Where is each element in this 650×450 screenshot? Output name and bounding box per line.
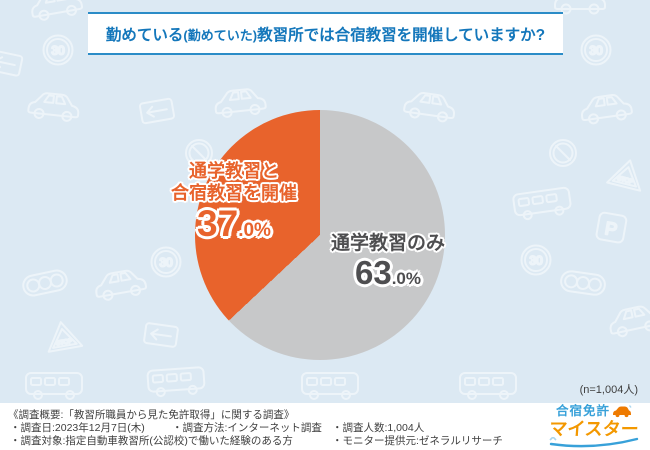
pie-chart xyxy=(195,110,445,360)
car-icon xyxy=(606,302,650,340)
car-icon xyxy=(613,405,632,418)
logo-text-top: 合宿免許 xyxy=(555,404,610,419)
stop-sign-icon xyxy=(606,155,648,192)
survey-date: ・調査日:2023年12月7日(木) xyxy=(10,422,145,434)
bus-icon xyxy=(301,372,359,400)
survey-overview: 《調査概要:「教習所職員から見た免許取得」に関する調査》 xyxy=(8,409,295,421)
survey-respondents: ・調査人数:1,004人 xyxy=(332,422,425,434)
bus-icon xyxy=(25,372,83,400)
logo-text-bottom: マイスター xyxy=(548,419,640,439)
survey-monitor: ・モニター提供元:ゼネラルリサーチ xyxy=(332,435,503,447)
car-icon xyxy=(26,90,82,124)
car-icon xyxy=(402,89,458,124)
slice-label-with-lodging: 通学教習と 合宿教習を開催 37.0% xyxy=(128,161,340,242)
car-icon xyxy=(28,0,85,23)
brand-logo: 合宿免許 マイスター xyxy=(544,405,644,449)
survey-footer: 《調査概要:「教習所職員から見た免許取得」に関する調査》 ・調査日:2023年1… xyxy=(0,403,650,450)
page-title: 勤めている(勤めていた)教習所では合宿教習を開催していますか? xyxy=(105,26,546,44)
car-icon xyxy=(92,266,149,303)
parking-sign-icon xyxy=(594,210,629,245)
survey-method: ・調査方法:インターネット調査 xyxy=(172,422,322,434)
slice-label-line: 通学教習のみ xyxy=(330,233,445,254)
question-banner: 勤めている(勤めていた)教習所では合宿教習を開催していますか? xyxy=(88,12,563,55)
speed-limit-30-icon xyxy=(150,246,182,278)
no-entry-icon xyxy=(549,139,577,167)
car-icon xyxy=(578,91,634,126)
arrow-sign-icon xyxy=(142,321,180,349)
bus-icon xyxy=(511,186,573,222)
slice-percentage: 37.0% xyxy=(197,203,271,245)
slice-label-line: 合宿教習を開催 xyxy=(171,182,297,203)
car-icon xyxy=(212,86,268,120)
survey-target: ・調査対象:指定自動車教習所(公認校)で働いた経験のある方 xyxy=(10,435,293,447)
stop-sign-icon xyxy=(43,318,84,353)
bus-icon xyxy=(146,366,206,398)
slice-label-commute-only: 通学教習のみ 63.0% xyxy=(298,233,478,289)
speed-limit-30-icon xyxy=(580,34,612,66)
speed-limit-30-icon xyxy=(42,34,74,66)
traffic-light-icon xyxy=(20,267,70,299)
logo-swoosh-underline xyxy=(549,437,639,448)
bus-icon xyxy=(459,372,517,400)
traffic-light-icon xyxy=(558,269,608,297)
arrow-sign-icon xyxy=(138,97,176,125)
speed-limit-30-icon xyxy=(520,244,552,276)
sample-size-label: (n=1,004人) xyxy=(579,384,638,396)
slice-percentage: 63.0% xyxy=(354,253,421,291)
slice-label-line: 通学教習と xyxy=(189,161,279,181)
arrow-sign-icon xyxy=(0,48,24,78)
